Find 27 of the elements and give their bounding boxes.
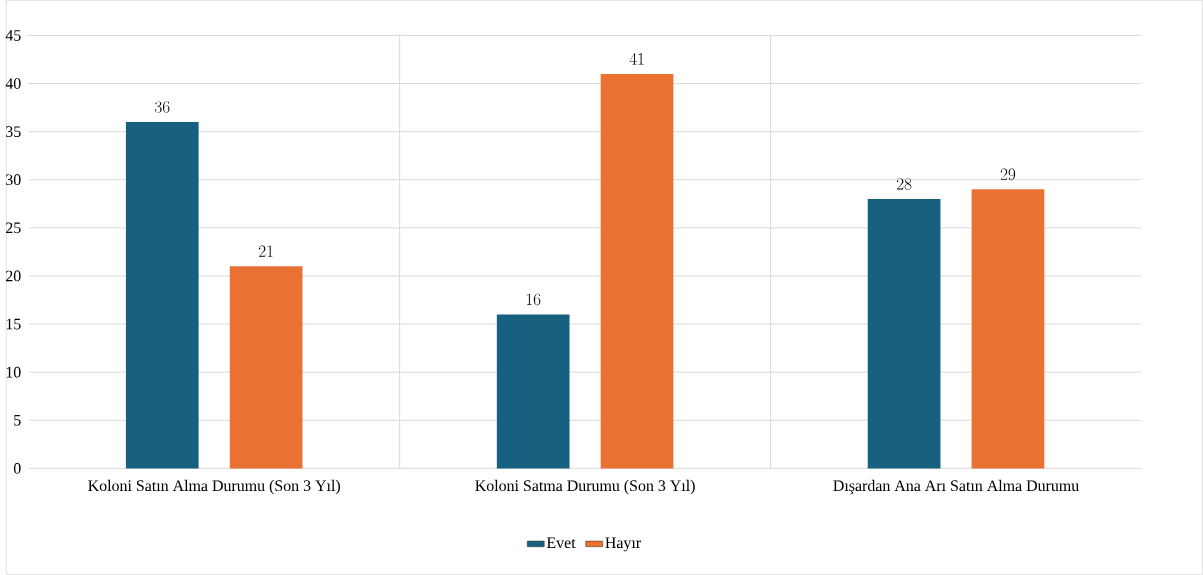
data-label: 29 [1000,168,1016,181]
data-label: 21 [258,245,273,257]
legend-label: Hayır [605,537,641,552]
y-tick-label: 25 [6,222,21,234]
y-tick-label: 5 [14,414,21,426]
data-label: 41 [629,52,644,65]
y-tick-label: 35 [6,126,21,137]
y-tick-label: 0 [13,462,21,474]
x-tick-label: Koloni Satma Durumu (Son 3 Yıl) [475,479,695,495]
y-tick-label: 45 [5,30,21,41]
x-tick-label: Koloni Satın Alma Durumu (Son 3 Yıl) [88,479,340,495]
y-tick-label: 20 [6,270,21,282]
y-tick-label: 40 [5,78,21,89]
x-tick-label: Dışardan Ana Arı Satın Alma Durumu [833,479,1079,495]
legend-label: Evet [546,537,576,549]
bar [125,121,199,469]
bar [229,266,303,469]
bar [867,198,941,469]
bar [600,73,674,469]
data-label: 36 [154,101,170,113]
y-tick-label: 30 [6,174,21,186]
y-tick-label: 15 [6,318,21,330]
bar [971,189,1045,469]
data-label: 16 [526,293,541,306]
bar [496,314,570,469]
data-label: 28 [896,178,912,190]
y-tick-label: 10 [6,366,21,378]
